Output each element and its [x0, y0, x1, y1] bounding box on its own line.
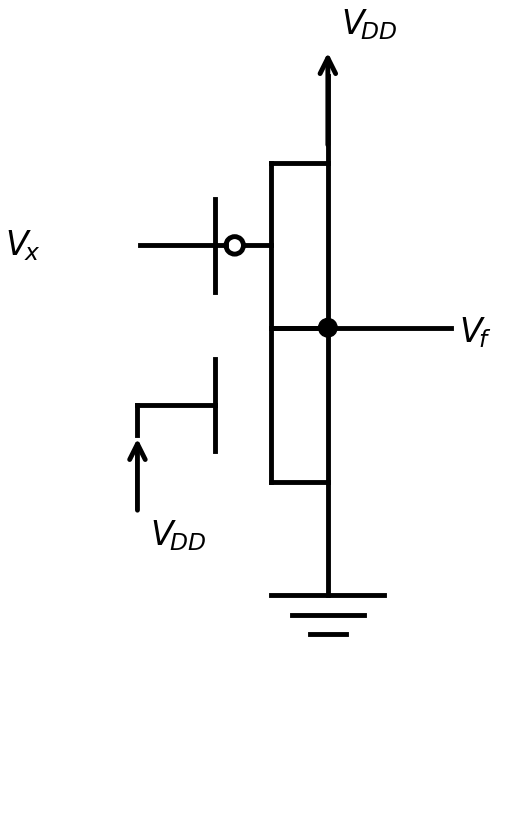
- Text: $\mathit{V}_{\!\mathit{f}}$: $\mathit{V}_{\!\mathit{f}}$: [459, 315, 492, 350]
- Text: $\mathit{V}_{\!\mathit{DD}}$: $\mathit{V}_{\!\mathit{DD}}$: [150, 518, 206, 552]
- Circle shape: [319, 319, 337, 337]
- Text: $\mathit{V}_{\!\mathit{DD}}$: $\mathit{V}_{\!\mathit{DD}}$: [341, 7, 397, 42]
- Text: $\mathit{V}_{\!\mathit{x}}$: $\mathit{V}_{\!\mathit{x}}$: [5, 228, 40, 263]
